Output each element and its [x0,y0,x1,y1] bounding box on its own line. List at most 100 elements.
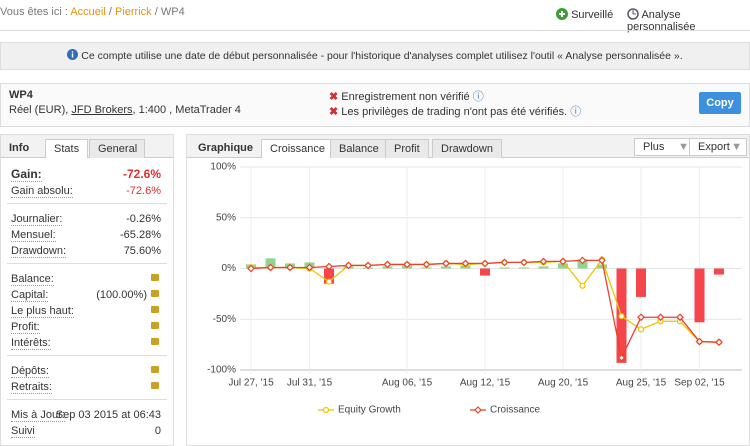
tab[interactable]: Croissance [261,139,335,158]
warning-text: Les privilèges de trading n'ont pas été … [341,106,568,118]
account-details: Réel (EUR), JFD Brokers, 1:400 , MetaTra… [9,104,241,116]
tab[interactable]: Drawdown [432,139,502,158]
breadcrumb: Vous êtes ici : Accueil / Pierrick / WP4 [0,6,185,18]
x-tick-label: Aug 20, '15 [538,378,589,389]
broker-link[interactable]: JFD Brokers [71,104,133,116]
bar [714,268,724,275]
x-tick-label: Jul 31, '15 [287,378,333,389]
point [364,261,372,270]
lock-icon [151,274,159,281]
tab[interactable]: General [89,139,145,158]
menu-label: Plus [643,141,665,153]
point [383,260,392,269]
plus-menu[interactable]: Plus ▼ [634,138,694,156]
bar [519,267,529,269]
bar [597,264,607,269]
stat-row: Balance: [11,271,161,287]
stat-label: Suivi [11,425,35,438]
point [481,259,489,268]
export-menu[interactable]: Export ▼ [689,138,747,156]
bar [499,267,510,269]
stat-label: Balance: [11,273,54,286]
point [325,278,333,285]
legend-marker [322,406,330,414]
lock-icon [151,306,159,313]
plus-icon [556,8,568,20]
stat-value: Sep 03 2015 at 06:43 [55,409,161,421]
point [695,337,704,346]
lock-icon [151,290,159,297]
warning: ✖ Les privilèges de trading n'ont pas ét… [329,106,582,118]
x-tick-label: Aug 06, '15 [382,378,433,389]
stat-label: Le plus haut: [11,305,74,318]
point [266,263,275,272]
stat-label: Dépôts: [11,365,49,378]
separator-line [7,203,167,204]
legend-label: Equity Growth [338,405,401,416]
point [559,257,567,266]
bar [324,268,334,284]
stat-value: -72.6% [126,185,161,197]
divider [0,30,750,31]
tab[interactable]: Stats [45,139,89,158]
y-tick-label: 100% [210,162,236,173]
tab[interactable]: Profit [385,139,429,158]
stat-label: Capital: [11,289,49,302]
warning-text: Enregistrement non vérifié [341,91,470,103]
stat-value: -0.26% [126,213,161,225]
point [461,259,470,268]
account-panel: WP4 Réel (EUR), JFD Brokers, 1:400 , Met… [0,83,750,127]
bar [265,258,276,269]
legend-marker [474,406,482,414]
tab[interactable]: Balance [330,139,388,158]
point [305,263,314,272]
point [520,258,528,267]
y-tick-label: 50% [216,212,236,223]
stat-label: Mensuel: [11,229,56,242]
breadcrumb-link[interactable]: Pierrick [114,6,152,18]
chart: -100% -50% 0% 50% 100% Jul 27, '15 Jul 31, '15… [207,162,742,416]
stat-label: Mis à Jour: [11,409,65,422]
point [325,262,333,271]
watch-action[interactable]: Surveillé [556,8,613,21]
stat-row: Gain absolu: -72.6% [11,183,161,199]
stat-label: Drawdown: [11,245,67,258]
point [579,282,586,289]
point [637,313,645,322]
stat-label: Retraits: [11,381,52,394]
x-tick-label: Aug 12, '15 [460,378,511,389]
point [656,313,665,322]
notice-bar: Ce compte utilise une date de début pers… [0,42,750,70]
lock-icon [151,322,159,329]
notice-text: Ce compte utilise une date de début pers… [81,50,683,62]
copy-button[interactable]: Copy [699,92,741,114]
stat-label: Journalier: [11,213,63,226]
breadcrumb-link[interactable]: Accueil [70,6,106,18]
bar [558,263,568,269]
bar [694,268,705,323]
separator: / [154,6,158,18]
breadcrumb-prefix: Vous êtes ici : [0,6,68,18]
bar [480,268,490,276]
y-tick-label: -100% [207,365,236,376]
stat-label: Gain: [11,167,42,182]
point [422,260,431,269]
chart-icon [627,8,639,20]
point [500,258,509,267]
point [286,263,294,272]
separator-line [7,399,167,400]
point [247,264,255,273]
stat-row: Dépôts: [11,363,161,379]
legend-label: Croissance [490,405,540,416]
bar [636,268,646,297]
stat-row: Mis à Jour: Sep 03 2015 at 06:43 [11,407,161,423]
bar [538,266,549,269]
stat-row: Capital: (100.00%) [11,287,161,303]
x-tick-label: Sep 02, '15 [674,378,725,389]
chart-panel-title: Graphique [198,142,254,154]
account-name: WP4 [9,89,33,101]
separator-line [7,263,167,264]
stat-value: -65.28% [120,229,161,241]
menu-label: Export [698,141,730,153]
stat-value: -72.6% [122,167,161,181]
